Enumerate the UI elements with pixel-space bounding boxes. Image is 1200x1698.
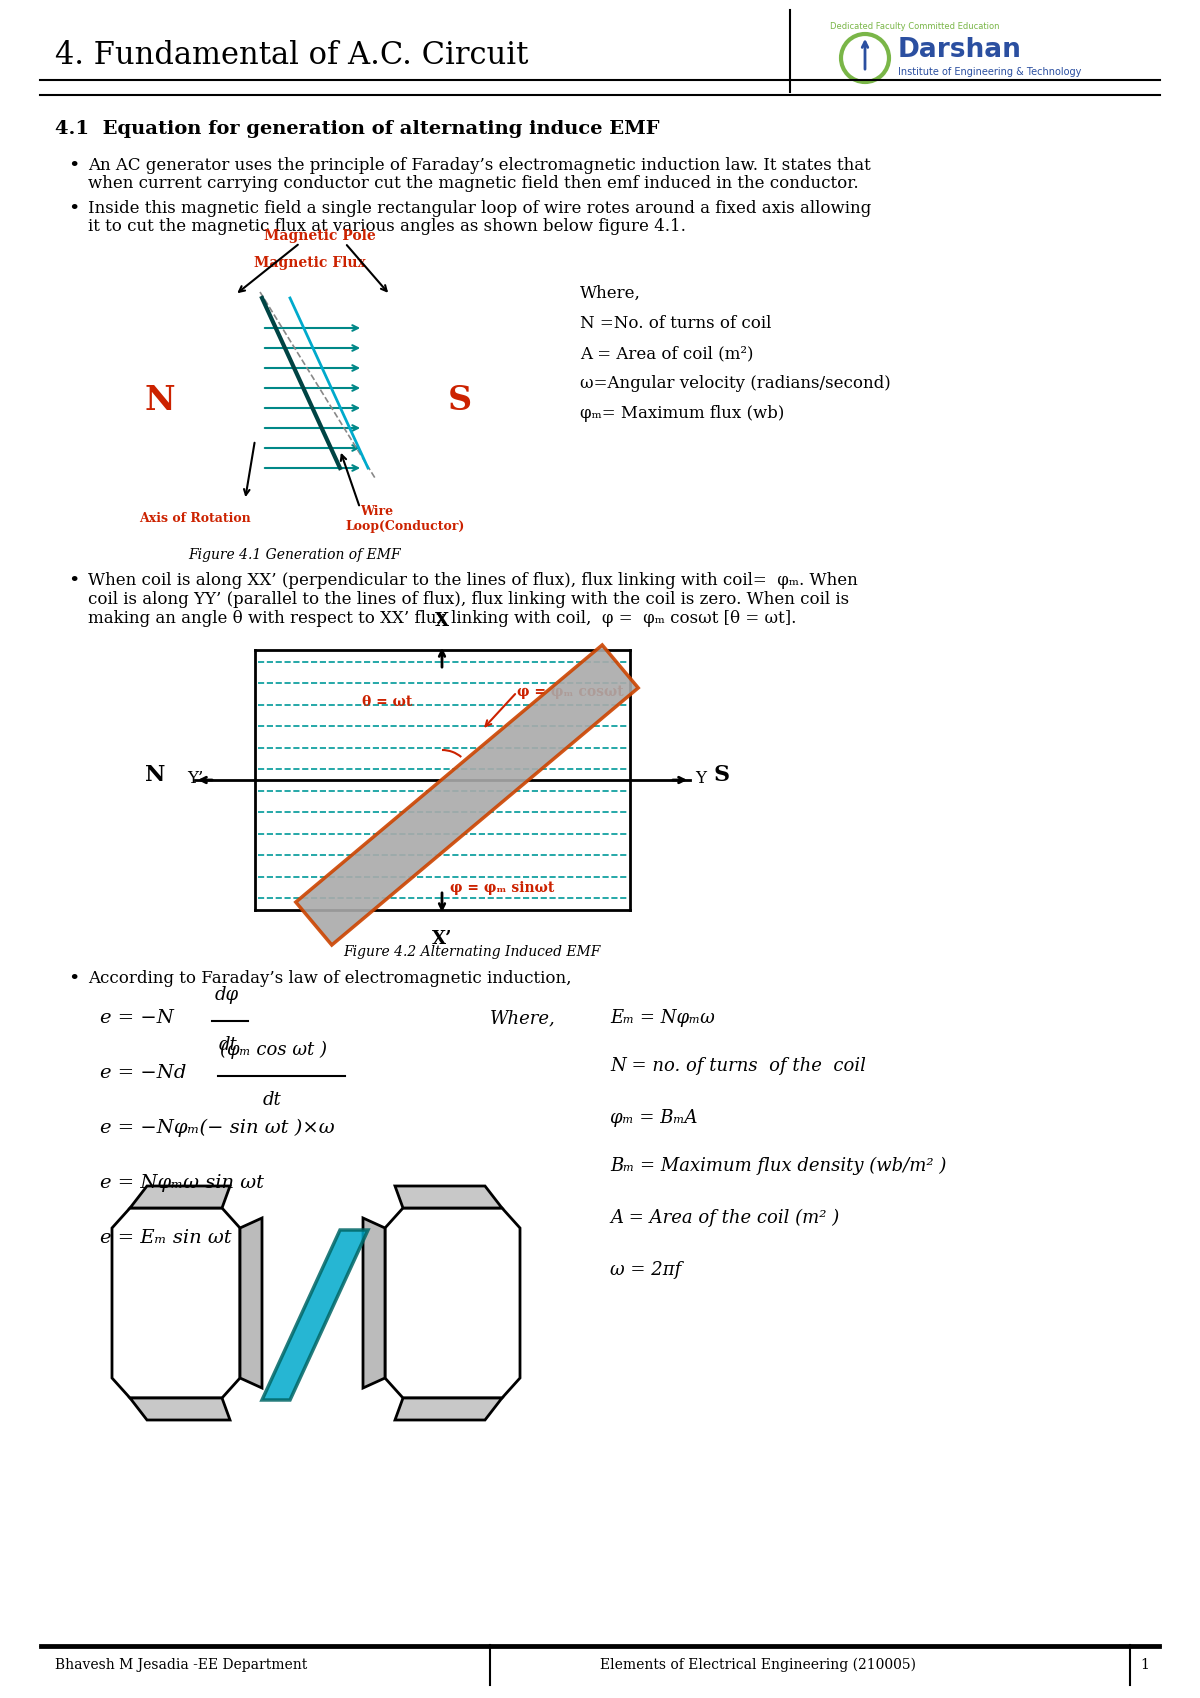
Text: Where,: Where,	[490, 1009, 556, 1027]
Text: Axis of Rotation: Axis of Rotation	[139, 513, 251, 525]
Text: e = −Nφₘ(− sin ωt )×ω: e = −Nφₘ(− sin ωt )×ω	[100, 1119, 335, 1138]
Text: e = −N: e = −N	[100, 1009, 174, 1027]
Text: A = Area of the coil (m² ): A = Area of the coil (m² )	[610, 1209, 839, 1228]
Text: ω = 2πf: ω = 2πf	[610, 1262, 682, 1279]
Text: Figure 4.2 Alternating Induced EMF: Figure 4.2 Alternating Induced EMF	[343, 946, 601, 959]
Polygon shape	[112, 1207, 240, 1397]
Text: φₘ = BₘA: φₘ = BₘA	[610, 1109, 697, 1127]
Polygon shape	[395, 1185, 502, 1207]
Text: X: X	[434, 611, 449, 630]
Text: Bhavesh M Jesadia -EE Department: Bhavesh M Jesadia -EE Department	[55, 1657, 307, 1673]
Text: dφ: dφ	[215, 987, 239, 1004]
Text: making an angle θ with respect to XX’ flux linking with coil,  φ =  φₘ cosωt [θ : making an angle θ with respect to XX’ fl…	[88, 610, 797, 627]
Text: Where,: Where,	[580, 285, 641, 302]
Text: Darshan: Darshan	[898, 37, 1022, 63]
Polygon shape	[130, 1185, 230, 1207]
Polygon shape	[385, 1207, 520, 1397]
Text: •: •	[68, 156, 79, 175]
Text: θ = ωt: θ = ωt	[361, 694, 412, 710]
Text: e = Nφₘω sin ωt: e = Nφₘω sin ωt	[100, 1173, 264, 1192]
Text: Loop(Conductor): Loop(Conductor)	[346, 520, 464, 533]
Text: S: S	[448, 384, 472, 416]
Text: φ = φₘ cosωt: φ = φₘ cosωt	[517, 684, 624, 700]
Text: when current carrying conductor cut the magnetic field then emf induced in the c: when current carrying conductor cut the …	[88, 175, 859, 192]
Text: e = −Nd: e = −Nd	[100, 1065, 186, 1082]
Text: coil is along YY’ (parallel to the lines of flux), flux linking with the coil is: coil is along YY’ (parallel to the lines…	[88, 591, 850, 608]
Polygon shape	[395, 1397, 502, 1420]
Text: Institute of Engineering & Technology: Institute of Engineering & Technology	[898, 66, 1081, 76]
Text: Dedicated Faculty Committed Education: Dedicated Faculty Committed Education	[830, 22, 1000, 31]
Text: φₘ= Maximum flux (wb): φₘ= Maximum flux (wb)	[580, 406, 785, 423]
Text: 4.1  Equation for generation of alternating induce EMF: 4.1 Equation for generation of alternati…	[55, 121, 660, 138]
Text: dt: dt	[220, 1036, 238, 1054]
Text: An AC generator uses the principle of Faraday’s electromagnetic induction law. I: An AC generator uses the principle of Fa…	[88, 156, 871, 173]
Polygon shape	[295, 645, 638, 946]
Text: (φₘ cos ωt ): (φₘ cos ωt )	[220, 1041, 326, 1060]
Text: Wire: Wire	[360, 504, 394, 518]
Text: 1: 1	[1140, 1657, 1150, 1673]
Text: N =No. of turns of coil: N =No. of turns of coil	[580, 316, 772, 333]
Text: X’: X’	[432, 931, 452, 947]
Text: Y: Y	[695, 769, 706, 786]
Text: N: N	[145, 384, 175, 416]
Text: φ = φₘ sinωt: φ = φₘ sinωt	[450, 881, 554, 895]
Polygon shape	[364, 1217, 385, 1387]
Text: Magnetic Pole: Magnetic Pole	[264, 229, 376, 243]
Text: Y’: Y’	[187, 769, 203, 786]
Text: N = no. of turns  of the  coil: N = no. of turns of the coil	[610, 1056, 866, 1075]
Text: Figure 4.1 Generation of EMF: Figure 4.1 Generation of EMF	[188, 548, 401, 562]
Text: ω=Angular velocity (radians/second): ω=Angular velocity (radians/second)	[580, 375, 890, 392]
Text: When coil is along XX’ (perpendicular to the lines of flux), flux linking with c: When coil is along XX’ (perpendicular to…	[88, 572, 858, 589]
Text: A = Area of coil (m²): A = Area of coil (m²)	[580, 345, 754, 362]
Text: it to cut the magnetic flux at various angles as shown below figure 4.1.: it to cut the magnetic flux at various a…	[88, 217, 686, 234]
Text: •: •	[68, 970, 79, 988]
Text: N: N	[145, 764, 166, 786]
Text: 4. Fundamental of A.C. Circuit: 4. Fundamental of A.C. Circuit	[55, 39, 528, 71]
Text: Elements of Electrical Engineering (210005): Elements of Electrical Engineering (2100…	[600, 1657, 916, 1673]
Text: S: S	[714, 764, 730, 786]
Polygon shape	[130, 1397, 230, 1420]
Text: e = Eₘ sin ωt: e = Eₘ sin ωt	[100, 1229, 232, 1246]
Text: Eₘ = Nφₘω: Eₘ = Nφₘω	[610, 1009, 715, 1027]
Text: dt: dt	[263, 1092, 282, 1109]
Polygon shape	[240, 1217, 262, 1387]
Text: According to Faraday’s law of electromagnetic induction,: According to Faraday’s law of electromag…	[88, 970, 571, 987]
Text: •: •	[68, 572, 79, 589]
Text: •: •	[68, 200, 79, 217]
Polygon shape	[262, 1229, 368, 1399]
Text: Bₘ = Maximum flux density (wb/m² ): Bₘ = Maximum flux density (wb/m² )	[610, 1156, 947, 1175]
Text: Magnetic Flux: Magnetic Flux	[254, 256, 366, 270]
Text: Inside this magnetic field a single rectangular loop of wire rotes around a fixe: Inside this magnetic field a single rect…	[88, 200, 871, 217]
